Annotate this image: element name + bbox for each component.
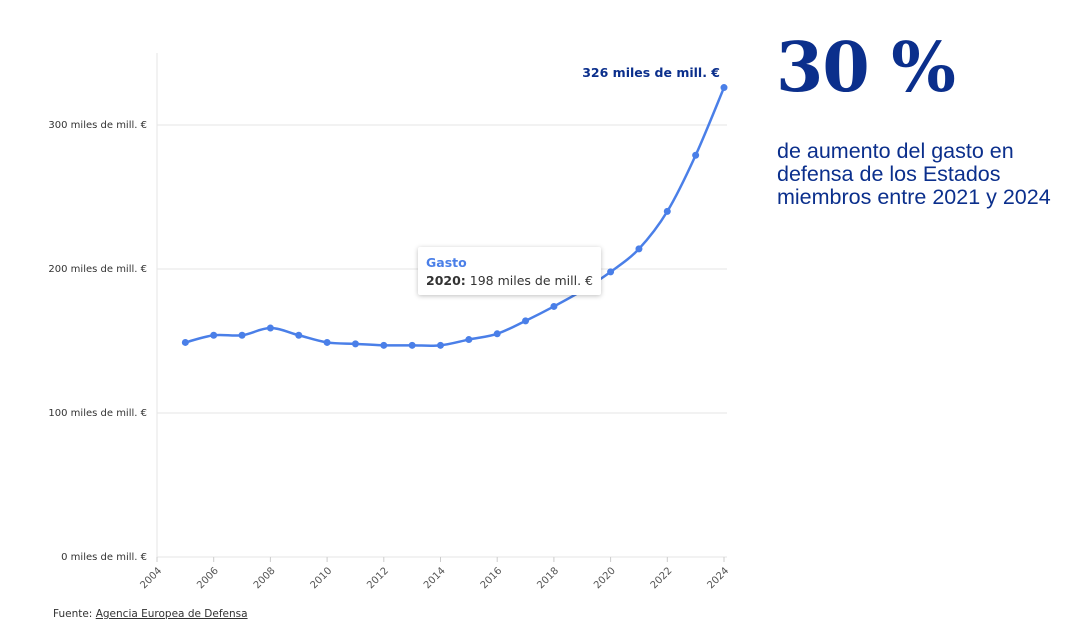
point	[720, 84, 728, 92]
point	[437, 341, 444, 349]
point	[465, 336, 473, 344]
line	[185, 87, 726, 347]
point	[210, 331, 218, 339]
point	[607, 268, 615, 276]
point	[351, 340, 359, 348]
highlight-description: de aumento del gasto en defensa de los E…	[777, 139, 1051, 209]
x-tick-label: 2004	[138, 565, 164, 591]
point	[550, 302, 558, 310]
x-tick-label: 2016	[479, 565, 505, 591]
x-tick-label: 2022	[649, 565, 675, 591]
tooltip-body: 2020: 198 miles de mill. €	[426, 273, 593, 288]
tooltip-value: 198 miles de mill. €	[469, 273, 594, 288]
tooltip-title: Gasto	[426, 255, 467, 270]
source: Fuente: Agencia Europea de Defensa	[53, 608, 248, 620]
x-tick-label: 2010	[309, 565, 335, 591]
source-label: Fuente:	[53, 608, 93, 620]
point	[295, 331, 303, 339]
point	[663, 207, 671, 215]
point	[493, 330, 501, 338]
point	[522, 317, 530, 325]
y-tick-label: 100 miles de mill. €	[48, 408, 147, 419]
point	[238, 331, 246, 339]
tooltip: Gasto 2020: 198 miles de mill. €	[418, 247, 602, 295]
point	[408, 341, 416, 349]
y-tick-label: 200 miles de mill. €	[48, 264, 147, 275]
x-tick-label: 2024	[705, 565, 731, 591]
x-tick-label: 2020	[592, 565, 618, 591]
point	[266, 324, 274, 332]
x-tick-label: 2008	[252, 565, 278, 591]
point	[323, 338, 331, 346]
x-tick-label: 2006	[195, 565, 221, 591]
tooltip-x: 2020:	[426, 273, 466, 288]
point	[181, 338, 189, 346]
y-tick-label: 0 miles de mill. €	[61, 552, 147, 563]
y-tick-label: 300 miles de mill. €	[48, 120, 147, 131]
x-tick-label: 2012	[365, 565, 391, 591]
data-label: 326 miles de mill. €	[582, 65, 720, 80]
x-tick-label: 2018	[535, 565, 561, 591]
point	[692, 151, 700, 159]
highlight-value: 30 %	[776, 28, 956, 108]
point	[380, 341, 388, 349]
x-tick-label: 2014	[422, 565, 448, 591]
point	[635, 245, 643, 253]
source-link[interactable]: Agencia Europea de Defensa	[95, 608, 248, 620]
